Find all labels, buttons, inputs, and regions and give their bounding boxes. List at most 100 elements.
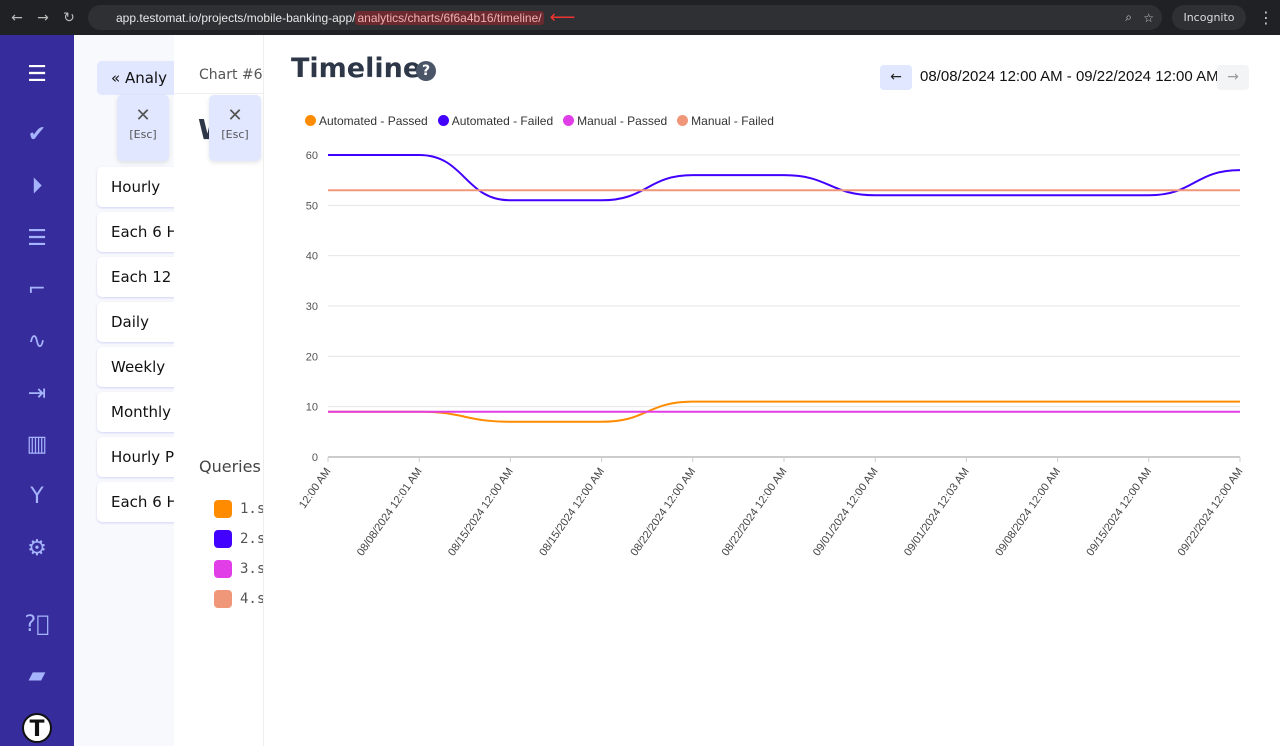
x-tick-label: 08/15/2024 12:00 AM — [537, 466, 607, 559]
date-range: 08/08/2024 12:00 AM - 09/22/2024 12:00 A… — [920, 68, 1219, 85]
help-icon[interactable]: ?⃝ — [24, 612, 50, 637]
esc-label: [Esc] — [221, 128, 249, 141]
legend-label: Automated - Passed — [319, 114, 428, 128]
chart-id: Chart #6f6 — [199, 67, 263, 83]
x-tick-label: 12:00 AM — [297, 466, 333, 511]
query-color-swatch — [214, 500, 232, 518]
incognito-label: Incognito — [1183, 11, 1235, 24]
address-bar[interactable]: app.testomat.io/projects/mobile-banking-… — [88, 5, 1162, 30]
url-base: app.testomat.io/projects/mobile-banking-… — [116, 10, 356, 25]
check-icon[interactable]: ✔ — [27, 122, 47, 147]
y-tick-label: 60 — [306, 150, 318, 162]
chart-panel: Chart #6f6 W ✕[Esc] Queries 1.s2.s3.s4.s — [174, 35, 264, 746]
forward-icon[interactable]: → — [37, 9, 49, 26]
period-option[interactable]: Daily — [97, 302, 174, 342]
query-item[interactable]: 4.s — [214, 590, 264, 608]
query-item[interactable]: 3.s — [214, 560, 264, 578]
query-label: 1.s — [240, 501, 264, 517]
x-tick-label: 09/15/2024 12:00 AM — [1084, 466, 1154, 559]
x-tick-label: 08/22/2024 12:00 AM — [628, 466, 698, 559]
y-tick-label: 0 — [312, 452, 318, 464]
legend-dot — [437, 115, 449, 126]
x-tick-label: 09/01/2024 12:03 AM — [902, 466, 972, 559]
y-tick-label: 50 — [306, 200, 318, 212]
query-item[interactable]: 2.s — [214, 530, 264, 548]
url-highlight: analytics/charts/6f6a4b16/timeline/ — [355, 10, 544, 25]
close-button[interactable]: ✕ [Esc] — [117, 95, 169, 161]
x-tick-label: 09/01/2024 12:00 AM — [811, 466, 881, 559]
legend-label: Manual - Failed — [691, 114, 774, 128]
close-icon: ✕ — [135, 105, 151, 126]
x-tick-label: 08/22/2024 12:00 AM — [720, 466, 790, 559]
legend-item[interactable]: Manual - Passed — [563, 114, 667, 128]
x-tick-label: 08/08/2024 12:01 AM — [355, 466, 425, 559]
period-option[interactable]: Hourly — [97, 167, 174, 207]
browser-toolbar: ← → ↻ app.testomat.io/projects/mobile-ba… — [0, 0, 1280, 35]
query-item[interactable]: 1.s — [214, 500, 264, 518]
period-option[interactable]: Hourly P — [97, 437, 174, 477]
period-option[interactable]: Weekly — [97, 347, 174, 387]
menu-icon[interactable]: ☰ — [27, 62, 47, 87]
chart-legend: Automated - Passed Automated - Failed Manu… — [305, 114, 774, 128]
y-tick-label: 10 — [306, 402, 318, 414]
star-icon[interactable]: ☆ — [1143, 10, 1154, 25]
esc-label: [Esc] — [129, 128, 157, 141]
legend-item[interactable]: Automated - Failed — [437, 114, 554, 128]
legend-label: Manual - Passed — [577, 114, 668, 128]
close-button[interactable]: ✕ [Esc] — [209, 95, 261, 161]
page-title: Timeline — [291, 53, 422, 84]
query-label: 2.s — [240, 531, 264, 547]
y-tick-label: 40 — [306, 251, 318, 263]
gear-icon[interactable]: ⚙ — [27, 536, 47, 561]
back-icon[interactable]: ← — [11, 9, 23, 26]
timeline-chart: 0 10 20 30 40 50 60 12:00 AM 08/08/2024 12:01 AM… — [297, 150, 1246, 559]
branch-icon[interactable]: Y — [30, 484, 44, 509]
x-tick-label: 09/08/2024 12:00 AM — [993, 466, 1063, 559]
prev-range-button[interactable]: ← — [880, 65, 912, 90]
pulse-icon[interactable]: ∿ — [27, 329, 47, 354]
x-tick-label: 09/22/2024 12:00 AM — [1176, 466, 1246, 559]
legend-item[interactable]: Automated - Passed — [305, 114, 428, 128]
zoom-icon[interactable]: ⌕ — [1125, 10, 1132, 24]
queries-title: Queries — [199, 457, 261, 476]
play-icon[interactable]: ⏵ — [31, 174, 43, 199]
main-content: Timeline ? ← 08/08/2024 12:00 AM - 09/22… — [265, 35, 1280, 746]
reload-icon[interactable]: ↻ — [63, 9, 75, 26]
series-line — [328, 154, 1241, 202]
period-option[interactable]: Monthly — [97, 392, 174, 432]
close-icon: ✕ — [227, 105, 243, 126]
query-color-swatch — [214, 590, 232, 608]
period-panel: « Analy ✕ [Esc] Hourly Each 6 H Each 12 H Da… — [74, 35, 174, 746]
query-label: 3.s — [240, 561, 264, 577]
checklist-icon[interactable]: ☰ — [27, 226, 47, 251]
legend-dot — [677, 115, 689, 126]
x-tick-label: 08/15/2024 12:00 AM — [446, 466, 516, 559]
series-line — [328, 400, 1240, 423]
legend-dot — [305, 115, 316, 126]
query-color-swatch — [214, 560, 232, 578]
red-arrow-icon: ⟵ — [549, 7, 576, 27]
logo-icon[interactable]: T — [22, 713, 52, 743]
back-label: Analy — [124, 69, 167, 87]
import-icon[interactable]: ⇥ — [27, 381, 47, 406]
folder-icon[interactable]: ▰ — [28, 663, 46, 688]
query-color-swatch — [214, 530, 232, 548]
back-to-analytics-button[interactable]: « Analy — [97, 61, 174, 95]
divider — [174, 93, 263, 94]
legend-dot — [563, 115, 575, 126]
steps-icon[interactable]: ⌐ — [27, 277, 47, 302]
y-tick-label: 30 — [306, 301, 318, 313]
y-tick-label: 20 — [306, 351, 318, 363]
legend-item[interactable]: Manual - Failed — [677, 114, 774, 128]
legend-label: Automated - Failed — [451, 114, 554, 128]
incognito-badge[interactable]: Incognito — [1172, 5, 1246, 30]
help-icon[interactable]: ? — [416, 61, 436, 81]
analytics-icon[interactable]: ▥ — [26, 432, 48, 457]
query-label: 4.s — [240, 591, 264, 607]
period-option[interactable]: Each 12 H — [97, 257, 174, 297]
next-range-button[interactable]: → — [1217, 65, 1249, 90]
period-option[interactable]: Each 6 H — [97, 482, 174, 522]
menu-dots-icon[interactable]: ⋮ — [1258, 8, 1274, 27]
sidebar: ☰ ✔ ⏵ ☰ ⌐ ∿ ⇥ ▥ Y ⚙ ?⃝ ▰ T — [0, 35, 74, 746]
period-option[interactable]: Each 6 H — [97, 212, 174, 252]
